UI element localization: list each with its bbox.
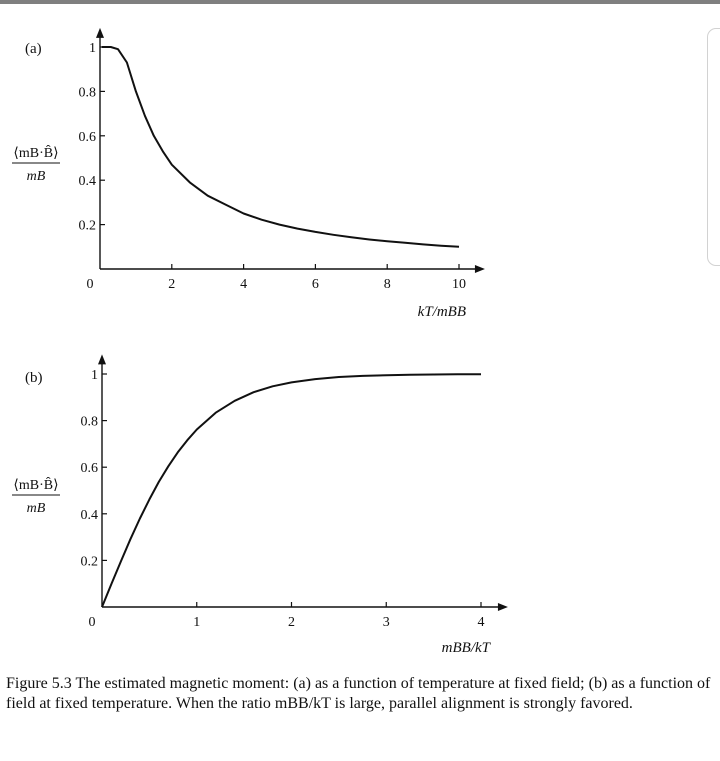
panel-b-x-tick-label: 4	[478, 615, 485, 630]
panel-a: (a) ⟨mB·B̂⟩ mB kT/mBB 0 2 4 6 8 10 0.2 0.4 0.6 0.…	[12, 27, 485, 320]
panel-b-x-axis-arrow	[497, 603, 508, 611]
panel-b-xlabel: mBB/kT	[442, 640, 492, 656]
panel-b-x-tick-label: 0	[89, 615, 96, 630]
panel-a-label: (a)	[25, 41, 42, 57]
panel-a-y-tick-label: 0.4	[79, 174, 97, 189]
panel-a-y-axis-arrow	[96, 27, 104, 38]
figure-canvas: (a) ⟨mB·B̂⟩ mB kT/mBB 0 2 4 6 8 100.20.40.60.…	[12, 27, 508, 656]
panel-b: (b) ⟨mB·B̂⟩ mB mBB/kT 0 1 2 3 4 0.2 0.4 0.6 0.8 1	[12, 354, 508, 656]
panel-a-x-axis-arrow	[474, 265, 485, 273]
panel-a-xlabel: kT/mBB	[418, 304, 466, 320]
panel-a-y-tick-label: 0.6	[79, 130, 97, 145]
scroll-card-edge[interactable]	[707, 28, 720, 266]
panel-a-ylabel-denominator: mB	[27, 169, 46, 184]
panel-b-y-tick-label: 0.6	[81, 461, 99, 476]
panel-a-x-tick-label: 2	[168, 277, 175, 292]
panel-a-x-tick-label: 0	[87, 277, 94, 292]
panel-a-x-tick-label: 4	[240, 277, 247, 292]
panel-b-x-tick-label: 3	[383, 615, 390, 630]
panel-a-y-tick-label: 1	[89, 41, 96, 56]
panel-b-x-tick-label: 1	[193, 615, 200, 630]
top-edge-bar	[0, 0, 720, 4]
panel-b-y-axis-arrow	[98, 354, 106, 365]
panel-a-series-line	[101, 46, 460, 248]
panel-b-y-tick-label: 0.4	[81, 508, 99, 523]
panel-a-x-tick-label: 6	[312, 277, 319, 292]
panel-b-x-tick-label: 2	[288, 615, 295, 630]
panel-a-y-tick-label: 0.8	[79, 85, 97, 100]
panel-b-ylabel-numerator: ⟨mB·B̂⟩	[13, 476, 58, 493]
panel-b-series-line	[101, 373, 481, 608]
panel-b-ylabel-denominator: mB	[27, 501, 46, 516]
panel-a-x-tick-label: 8	[384, 277, 391, 292]
panel-a-y-tick-label: 0.2	[79, 219, 97, 234]
figure-caption: Figure 5.3 The estimated magnetic moment…	[6, 675, 711, 712]
panel-b-label: (b)	[25, 370, 43, 386]
panel-b-y-tick-label: 0.8	[81, 415, 99, 430]
panel-a-ylabel-numerator: ⟨mB·B̂⟩	[13, 144, 58, 161]
panel-b-y-tick-label: 1	[91, 368, 98, 383]
panel-b-y-tick-label: 0.2	[81, 554, 99, 569]
panel-a-x-tick-label: 10	[452, 277, 466, 292]
